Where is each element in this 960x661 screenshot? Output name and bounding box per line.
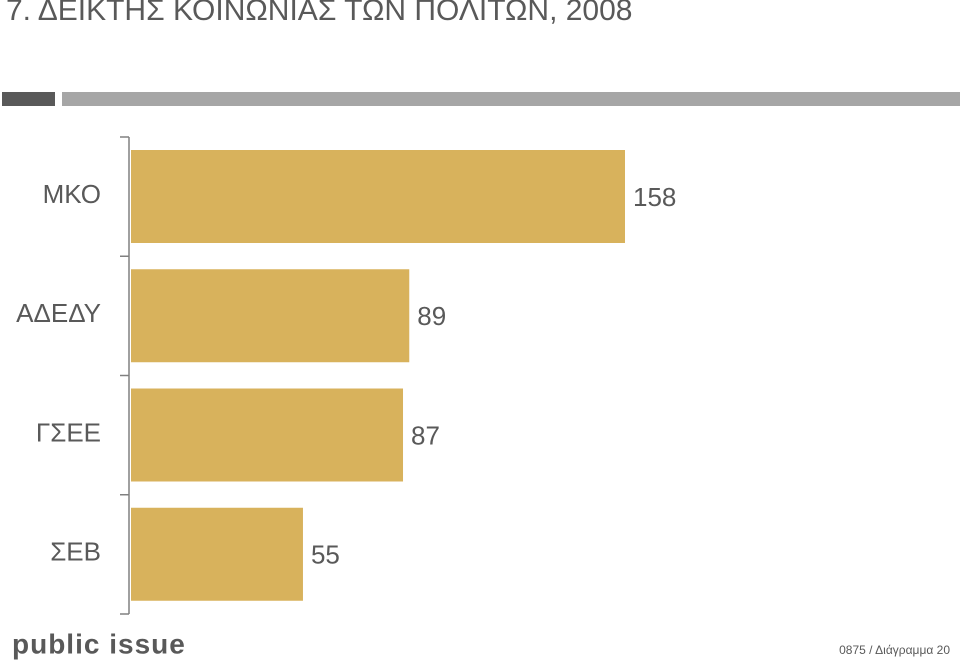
chart-title: 7. ΔΕΙΚΤΗΣ ΚΟΙΝΩΝΙΑΣ ΤΩΝ ΠΟΛΙΤΩΝ, 2008 xyxy=(6,0,632,27)
bar xyxy=(131,507,303,601)
footer-note: 0875 / Διάγραμμα 20 xyxy=(839,643,950,657)
value-label: 89 xyxy=(417,301,446,331)
bar xyxy=(131,388,404,482)
category-label: ΑΔΕΔΥ xyxy=(16,298,101,328)
value-label: 158 xyxy=(633,182,676,212)
header-rule-light xyxy=(62,92,960,106)
header-rule-dark xyxy=(2,92,55,106)
logo: public issue xyxy=(12,628,186,659)
bar xyxy=(131,269,410,363)
category-label: ΣΕΒ xyxy=(50,537,101,567)
bar xyxy=(131,150,625,243)
value-label: 87 xyxy=(411,420,440,450)
value-label: 55 xyxy=(311,540,340,570)
category-label: ΜΚΟ xyxy=(43,179,101,209)
category-label: ΓΣΕΕ xyxy=(36,417,101,447)
